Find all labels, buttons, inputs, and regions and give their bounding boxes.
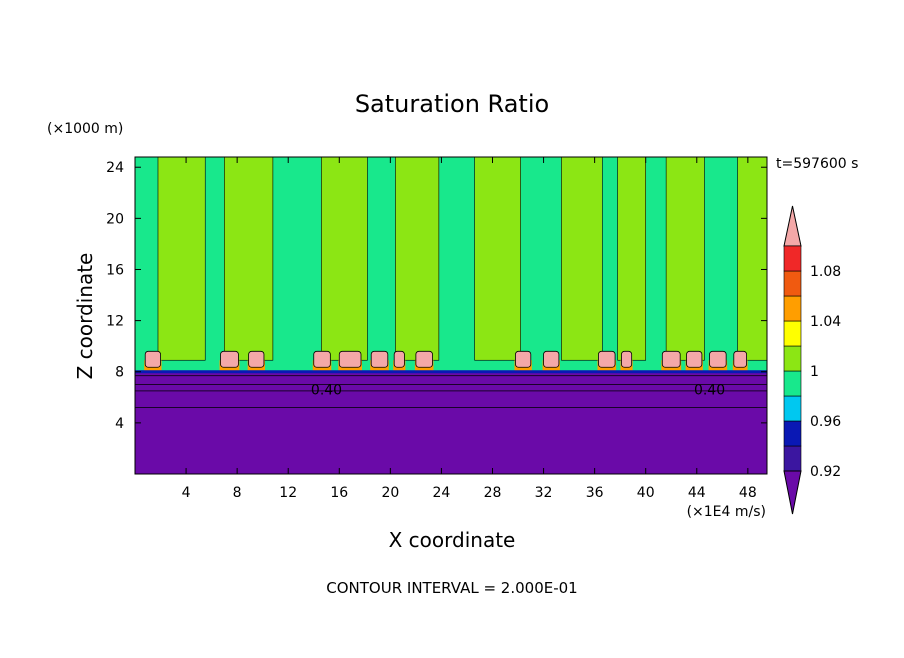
colorbar-swatch [783,320,802,347]
x-tick-label: 4 [182,485,191,501]
cloud-cell [709,350,727,368]
x-tick-label: 44 [688,485,706,501]
cloud-cell [661,350,681,368]
x-tick-label: 48 [739,485,757,501]
cloud-cell [393,350,405,368]
y-tick-label: 24 [106,160,124,176]
colorbar-cap-bottom [783,470,802,515]
column-band [561,157,603,361]
column-band [665,157,705,361]
cloud-cell [598,350,616,368]
x-tick-label: 8 [233,485,242,501]
x-tick-label: 40 [637,485,655,501]
column-band [617,157,647,361]
x-tick-label: 20 [381,485,399,501]
cloud-cell [144,350,161,368]
x-tick-label: 16 [330,485,348,501]
colorbar-swatch [783,420,802,447]
colorbar-label: 1 [810,364,819,380]
y-unit-label: (×1000 m) [47,121,123,137]
x-axis: 4 8 12 16 20 24 28 32 36 40 44 48 [182,157,757,501]
column-band [157,157,206,361]
cloud-cell [621,350,633,368]
column-band [224,157,274,361]
cloud-cell [415,350,433,368]
cloud-cell [733,350,747,368]
colorbar-swatch [783,270,802,297]
colorbar-label: 0.96 [810,414,841,430]
x-tick-label: 28 [484,485,502,501]
boundary-edge [135,370,767,374]
chart-title: Saturation Ratio [355,90,549,118]
plot-frame [134,156,768,475]
y-tick-label: 16 [106,262,124,278]
lower-layer [135,371,767,474]
colorbar-cap-top [783,205,802,247]
contour-label: 0.40 [311,383,342,399]
time-label: t=597600 s [776,156,858,172]
contour-interval-footer: CONTOUR INTERVAL = 2.000E-01 [326,579,577,597]
cloud-cell [370,350,389,368]
column-band [737,157,767,361]
cloud-cell [338,350,362,368]
x-unit-label: (×1E4 m/s) [687,504,766,520]
column-band [321,157,368,361]
contour-label-group: 0.40 0.40 [311,383,725,399]
column-band [474,157,521,361]
column-band [395,157,440,361]
y-tick-label: 12 [106,314,124,330]
cloud-cell [543,350,560,368]
y-tick-label: 20 [106,211,124,227]
colorbar: 0.92 0.96 1 1.04 1.08 [783,205,841,515]
contour-field [135,157,767,474]
colorbar-label: 0.92 [810,464,841,480]
colorbar-swatch [783,370,802,397]
y-axis: 4 8 12 16 20 24 [106,160,767,432]
colorbar-swatch [783,345,802,372]
x-tick-label: 32 [535,485,553,501]
colorbar-swatch [783,395,802,422]
colorbar-swatch [783,295,802,322]
y-axis-title: Z coordinate [73,253,97,380]
contour-label: 0.40 [694,383,725,399]
y-tick-label: 8 [115,365,124,381]
cloud-cell [686,350,703,368]
colorbar-swatch [783,445,802,472]
cloud-cell [220,350,239,368]
colorbar-swatch [783,245,802,272]
cloud-cell [515,350,532,368]
colorbar-label: 1.08 [810,264,841,280]
y-tick-label: 4 [115,416,124,432]
cloud-cell [313,350,331,368]
x-tick-label: 36 [586,485,604,501]
x-axis-title: X coordinate [389,528,516,552]
colorbar-label: 1.04 [810,314,841,330]
x-tick-label: 24 [433,485,451,501]
x-tick-label: 12 [279,485,297,501]
cloud-cell [248,350,265,368]
